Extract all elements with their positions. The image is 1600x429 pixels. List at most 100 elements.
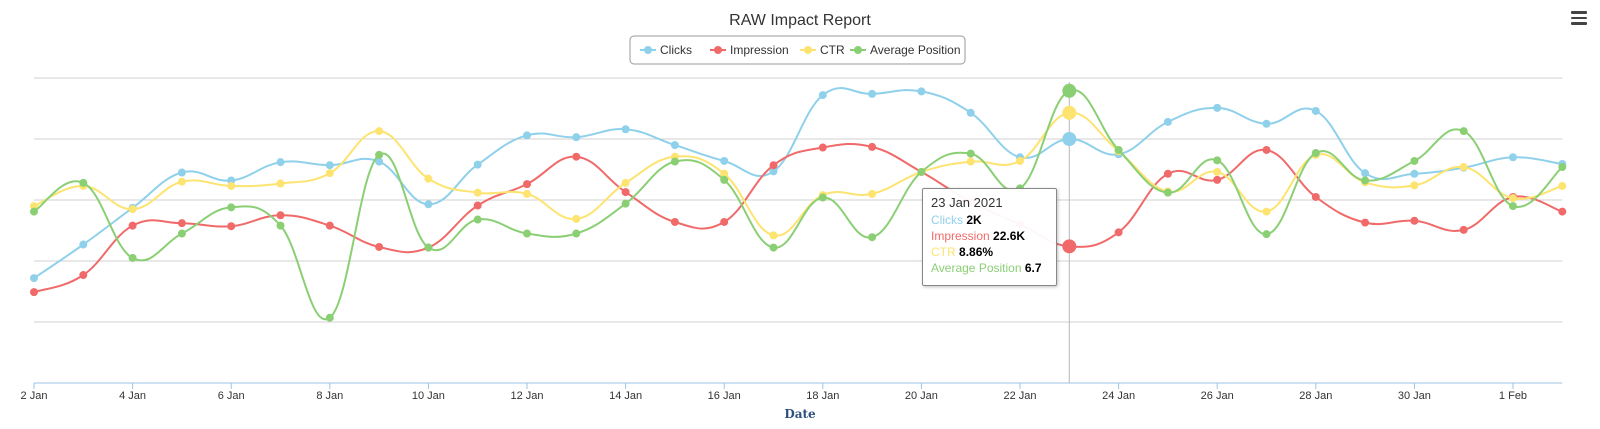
- x-tick-label: 6 Jan: [218, 390, 245, 402]
- point-impression: [79, 271, 88, 280]
- point-clicks: [227, 176, 236, 185]
- point-clicks: [572, 133, 581, 142]
- point-impression: [227, 222, 236, 231]
- point-ctr: [572, 214, 581, 223]
- x-tick-label: 4 Jan: [119, 390, 146, 402]
- legend-box: [629, 35, 966, 65]
- point-average-position: [424, 243, 433, 252]
- tooltip-value: 6.7: [1024, 261, 1042, 275]
- legend-label-ctr: CTR: [820, 43, 845, 57]
- x-tick-label: 20 Jan: [905, 390, 938, 402]
- point-clicks: [375, 157, 384, 166]
- tooltip-row-average-position: Average Position 6.7: [931, 260, 1048, 276]
- point-average-position: [769, 243, 778, 252]
- point-ctr: [325, 169, 334, 178]
- point-average-position: [1262, 230, 1271, 239]
- point-average-position: [720, 175, 729, 184]
- point-clicks: [966, 108, 975, 117]
- point-ctr: [177, 177, 186, 186]
- point-average-position: [1213, 156, 1222, 165]
- tooltip: 23 Jan 2021 Clicks 2K Impression 22.6K C…: [922, 188, 1057, 286]
- point-ctr: [128, 205, 137, 214]
- point-clicks: [424, 200, 433, 209]
- point-impression: [375, 242, 384, 251]
- point-ctr: [1062, 105, 1077, 120]
- legend-label-clicks: Clicks: [660, 43, 692, 57]
- point-clicks: [177, 168, 186, 177]
- x-tick-label: 26 Jan: [1201, 390, 1234, 402]
- legend-marker-ctr: [804, 46, 812, 54]
- point-ctr: [523, 189, 531, 198]
- series-line-impression: [33, 143, 1563, 294]
- series-line-average-position: [33, 89, 1563, 321]
- point-ctr: [473, 188, 482, 197]
- point-impression: [572, 152, 581, 161]
- point-average-position: [1361, 176, 1370, 185]
- point-average-position: [128, 253, 137, 262]
- legend: Clicks Impression CTR Average Position: [629, 35, 966, 65]
- point-average-position: [1509, 202, 1517, 211]
- point-clicks: [720, 156, 729, 165]
- point-average-position: [1163, 188, 1172, 197]
- point-clicks: [79, 240, 88, 249]
- point-clicks: [917, 87, 926, 96]
- point-ctr: [769, 231, 778, 240]
- tooltip-label: Average Position: [931, 261, 1022, 275]
- tooltip-value: 2K: [966, 213, 982, 227]
- point-ctr: [1213, 167, 1222, 176]
- point-ctr: [1558, 181, 1567, 190]
- point-ctr: [276, 179, 285, 188]
- point-ctr: [375, 127, 384, 136]
- tooltip-value: 22.6K: [993, 229, 1026, 243]
- point-average-position: [227, 203, 236, 212]
- legend-label-average-position: Average Position: [870, 43, 961, 57]
- point-impression: [1262, 145, 1271, 154]
- series-average-position: [30, 83, 1567, 322]
- point-average-position: [177, 229, 186, 238]
- tooltip-label: Clicks: [931, 213, 963, 227]
- point-average-position: [1410, 156, 1419, 165]
- point-average-position: [1558, 163, 1567, 172]
- x-tick-label: 1 Feb: [1499, 390, 1527, 402]
- legend-marker-clicks: [644, 46, 652, 54]
- hamburger-menu-icon[interactable]: [1568, 8, 1590, 30]
- point-ctr: [1509, 194, 1517, 203]
- x-tick-label: 22 Jan: [1003, 390, 1036, 402]
- point-average-position: [276, 221, 285, 230]
- point-clicks: [621, 125, 630, 134]
- series-clicks: [30, 87, 1567, 283]
- point-average-position: [621, 199, 630, 208]
- point-clicks: [868, 89, 877, 98]
- point-clicks: [769, 167, 778, 176]
- point-average-position: [868, 233, 877, 242]
- x-tick-label: 8 Jan: [316, 390, 343, 402]
- point-average-position: [1311, 149, 1320, 158]
- point-impression: [720, 217, 729, 226]
- point-impression: [1062, 239, 1077, 254]
- point-impression: [1311, 192, 1320, 201]
- point-ctr: [868, 189, 877, 198]
- point-ctr: [966, 157, 975, 166]
- point-impression: [769, 161, 778, 170]
- point-clicks: [473, 160, 482, 169]
- point-impression: [177, 219, 186, 228]
- point-clicks: [1361, 169, 1370, 178]
- point-ctr: [30, 202, 38, 211]
- point-impression: [1410, 216, 1419, 225]
- point-ctr: [621, 178, 630, 187]
- point-average-position: [966, 149, 975, 158]
- point-impression: [818, 143, 827, 152]
- point-impression: [473, 201, 482, 210]
- point-ctr: [1016, 156, 1024, 165]
- point-impression: [325, 221, 334, 230]
- tooltip-row-clicks: Clicks 2K: [931, 212, 1048, 228]
- point-average-position: [917, 167, 926, 176]
- tooltip-label: Impression: [931, 229, 990, 243]
- point-impression: [128, 221, 137, 230]
- legend-label-impression: Impression: [730, 43, 789, 57]
- point-average-position: [1114, 145, 1123, 154]
- point-impression: [1114, 228, 1123, 237]
- point-average-position: [375, 150, 384, 159]
- tooltip-value: 8.86%: [959, 245, 994, 259]
